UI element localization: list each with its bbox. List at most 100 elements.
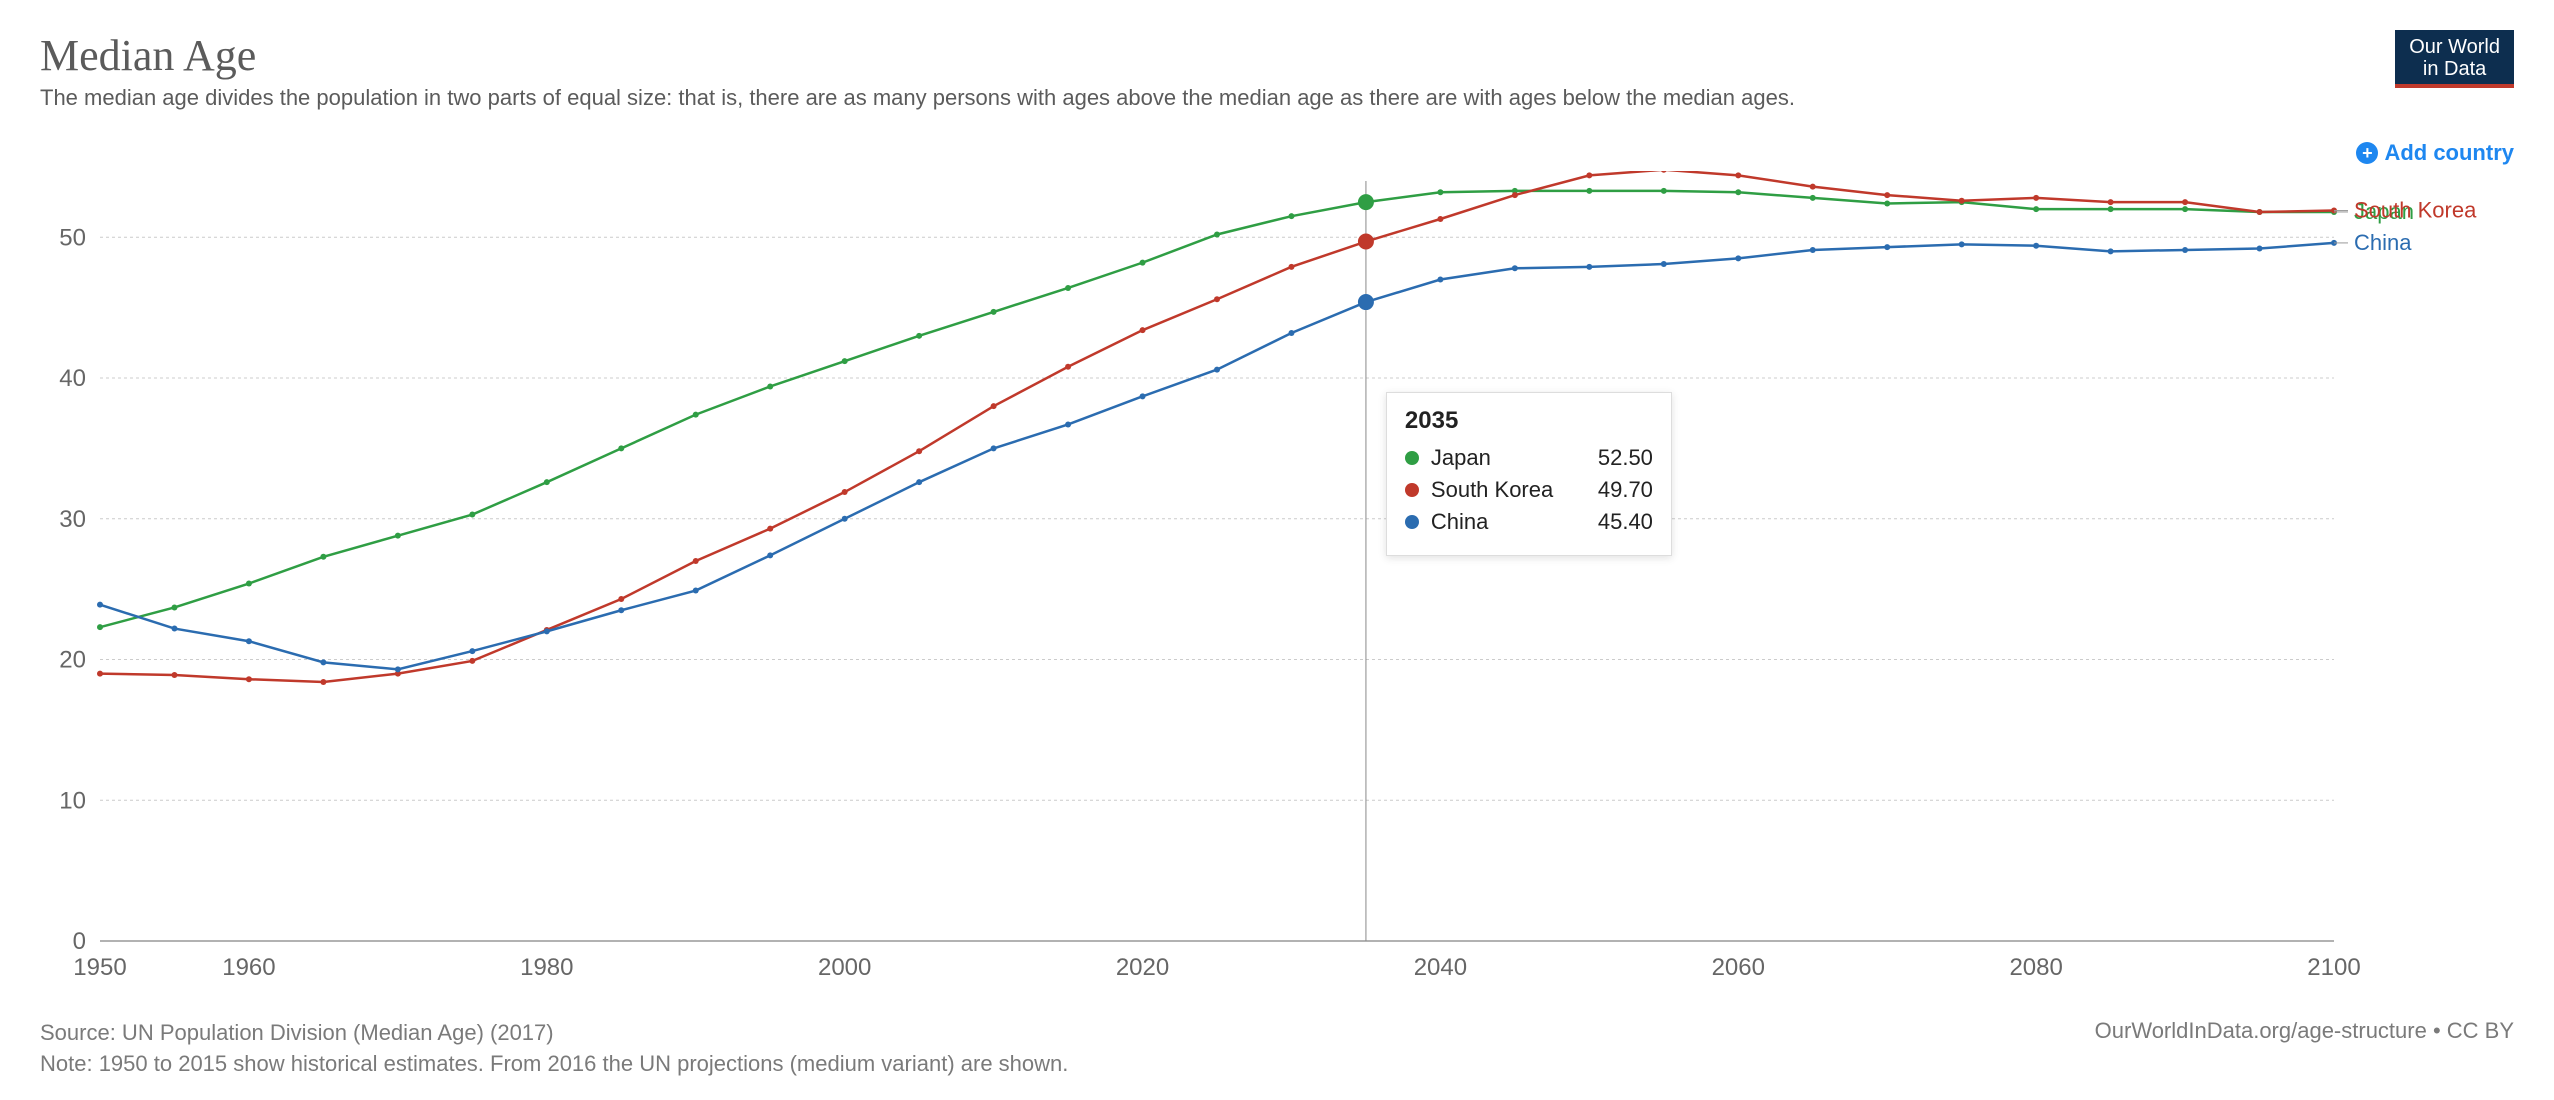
series-point[interactable] [2182,199,2188,205]
series-point[interactable] [1140,327,1146,333]
series-point[interactable] [1661,171,1667,173]
series-point[interactable] [1586,264,1592,270]
series-point[interactable] [618,596,624,602]
x-tick-label: 1980 [520,954,573,981]
series-point[interactable] [1735,189,1741,195]
series-point[interactable] [1065,421,1071,427]
series-point[interactable] [320,679,326,685]
series-line-japan[interactable] [100,191,2334,627]
series-point[interactable] [1884,244,1890,250]
series-point[interactable] [1810,195,1816,201]
series-point[interactable] [1735,255,1741,261]
series-point[interactable] [320,659,326,665]
series-point[interactable] [693,588,699,594]
series-point[interactable] [171,672,177,678]
series-point[interactable] [1661,188,1667,194]
line-chart-svg[interactable]: 0102030405019501960198020002020204020602… [40,171,2514,991]
series-point[interactable] [1810,184,1816,190]
series-point[interactable] [767,383,773,389]
series-point[interactable] [1288,213,1294,219]
series-point[interactable] [97,624,103,630]
legend-label-south-korea[interactable]: South Korea [2354,198,2477,223]
series-point[interactable] [842,489,848,495]
series-point[interactable] [2033,243,2039,249]
series-point[interactable] [2257,246,2263,252]
legend-label-china[interactable]: China [2354,230,2412,255]
series-point[interactable] [767,526,773,532]
series-point[interactable] [916,479,922,485]
footer-source: Source: UN Population Division (Median A… [40,1018,1068,1049]
series-point[interactable] [1735,172,1741,178]
add-country-button[interactable]: + Add country [2356,140,2514,166]
series-point[interactable] [171,626,177,632]
series-point[interactable] [1884,201,1890,207]
series-point[interactable] [469,648,475,654]
series-point[interactable] [1512,192,1518,198]
series-point[interactable] [1437,216,1443,222]
hover-dot [1358,294,1374,310]
y-tick-label: 10 [59,787,86,814]
series-point[interactable] [1288,330,1294,336]
series-point[interactable] [693,412,699,418]
series-line-china[interactable] [100,243,2334,669]
owid-logo[interactable]: Our World in Data [2395,30,2514,88]
series-point[interactable] [842,358,848,364]
series-point[interactable] [544,628,550,634]
y-tick-label: 40 [59,365,86,392]
series-point[interactable] [1214,231,1220,237]
series-point[interactable] [1661,261,1667,267]
series-point[interactable] [1959,241,1965,247]
series-point[interactable] [842,516,848,522]
chart-area[interactable]: 0102030405019501960198020002020204020602… [40,171,2514,991]
series-point[interactable] [2257,209,2263,215]
series-point[interactable] [1214,296,1220,302]
series-point[interactable] [469,512,475,518]
series-point[interactable] [1214,367,1220,373]
series-point[interactable] [1884,192,1890,198]
series-point[interactable] [1437,277,1443,283]
series-point[interactable] [2108,199,2114,205]
series-point[interactable] [991,403,997,409]
series-point[interactable] [469,658,475,664]
tooltip-series-value: 49.70 [1583,477,1653,503]
series-point[interactable] [1959,198,1965,204]
chart-title: Median Age [40,30,2395,81]
series-point[interactable] [246,581,252,587]
series-point[interactable] [767,552,773,558]
series-point[interactable] [97,671,103,677]
series-point[interactable] [1586,188,1592,194]
series-point[interactable] [2108,248,2114,254]
series-point[interactable] [395,666,401,672]
series-point[interactable] [1065,364,1071,370]
series-point[interactable] [916,333,922,339]
series-point[interactable] [693,558,699,564]
series-point[interactable] [1065,285,1071,291]
series-point[interactable] [2108,206,2114,212]
series-point[interactable] [2182,206,2188,212]
x-tick-label: 2000 [818,954,871,981]
series-point[interactable] [991,309,997,315]
series-point[interactable] [1140,260,1146,266]
series-point[interactable] [2033,195,2039,201]
series-point[interactable] [320,554,326,560]
series-point[interactable] [2033,206,2039,212]
series-point[interactable] [618,445,624,451]
series-point[interactable] [991,445,997,451]
series-point[interactable] [395,533,401,539]
series-point[interactable] [544,479,550,485]
series-point[interactable] [171,604,177,610]
series-point[interactable] [916,448,922,454]
series-point[interactable] [1586,172,1592,178]
footer-attribution: OurWorldInData.org/age-structure • CC BY [2095,1018,2514,1044]
series-point[interactable] [1437,189,1443,195]
series-point[interactable] [2182,247,2188,253]
series-point[interactable] [1140,393,1146,399]
series-point[interactable] [246,638,252,644]
series-point[interactable] [618,607,624,613]
series-point[interactable] [97,602,103,608]
series-line-south-korea[interactable] [100,171,2334,682]
series-point[interactable] [1512,265,1518,271]
series-point[interactable] [1288,264,1294,270]
series-point[interactable] [246,676,252,682]
series-point[interactable] [1810,247,1816,253]
